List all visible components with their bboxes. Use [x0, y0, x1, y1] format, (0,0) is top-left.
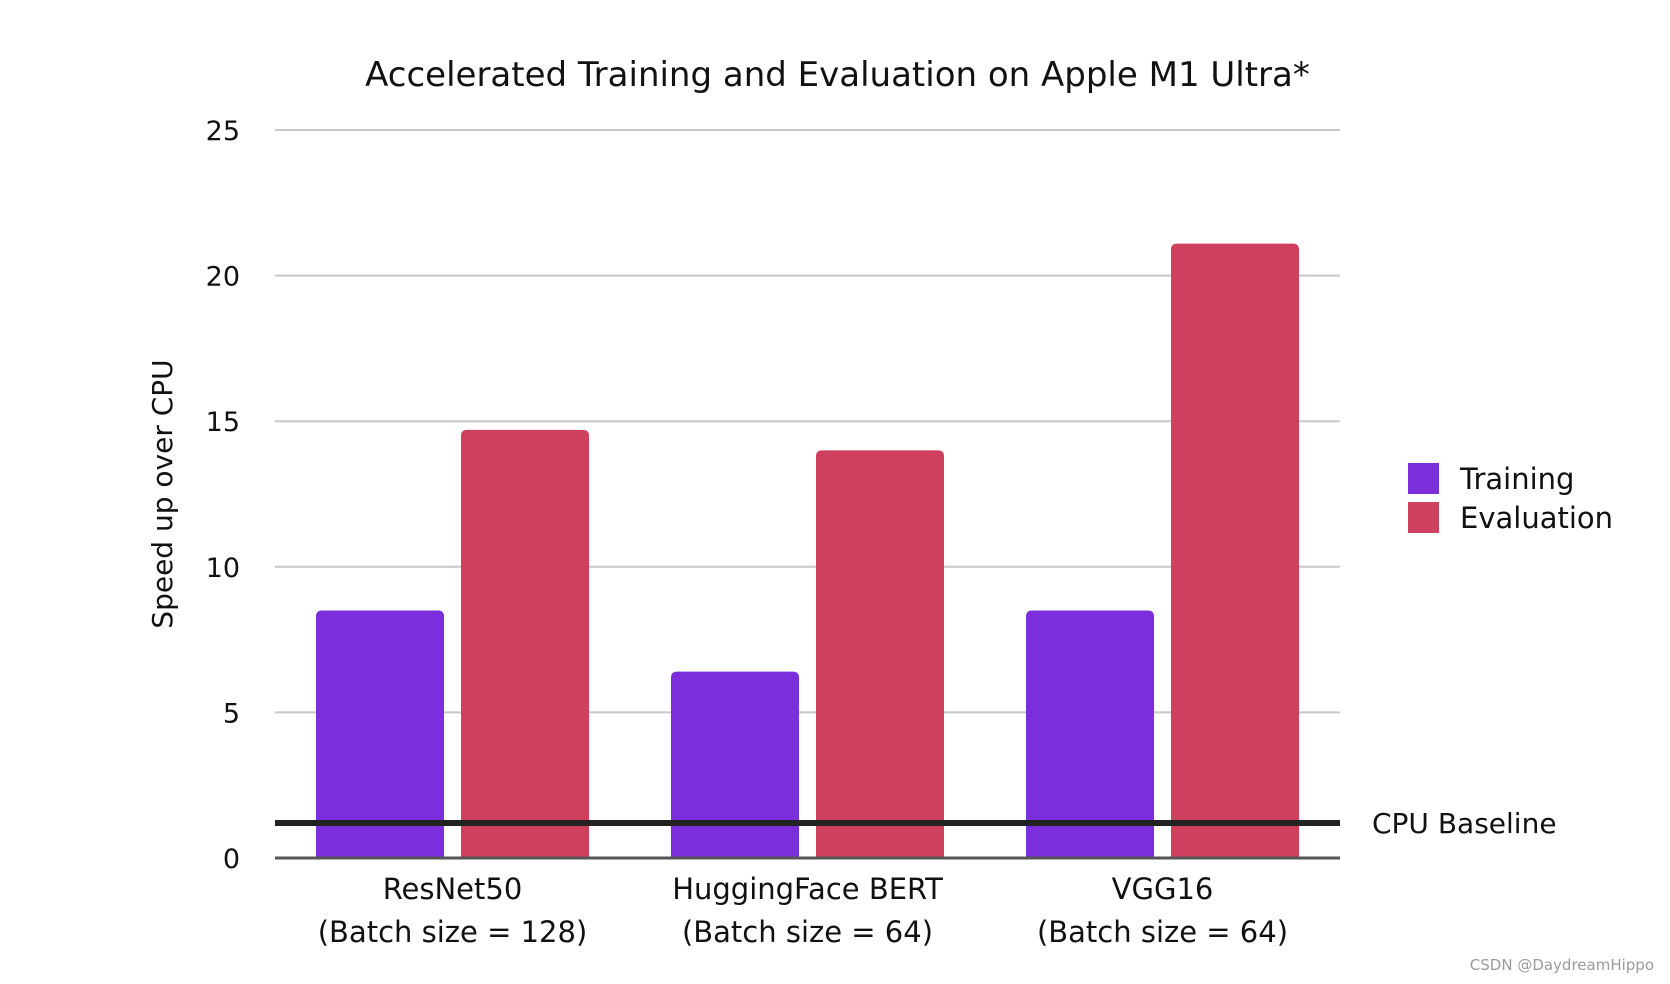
y-axis-label: Speed up over CPU — [146, 359, 179, 628]
chart-title: Accelerated Training and Evaluation on A… — [365, 55, 1310, 95]
y-tick-label-5: 5 — [223, 698, 240, 729]
x-tick-label-2-0: VGG16 — [1112, 872, 1214, 906]
bar-evaluation-1 — [816, 450, 944, 858]
y-tick-label-0: 0 — [223, 844, 240, 875]
axis: 0 5 10 15 20 25 — [206, 116, 1340, 875]
legend-label-evaluation: Evaluation — [1460, 501, 1613, 535]
x-tick-label-1-0: HuggingFace BERT — [672, 872, 943, 906]
bar-training-2 — [1026, 610, 1154, 858]
bar-training-0 — [316, 610, 444, 858]
y-tick-label-10: 10 — [206, 553, 240, 584]
legend-swatch-training — [1408, 463, 1439, 494]
x-tick-label-0-0: ResNet50 — [383, 872, 523, 906]
y-tick-label-25: 25 — [206, 116, 240, 147]
x-tick-label-0-1: (Batch size = 128) — [318, 915, 588, 949]
gridlines — [275, 129, 1340, 714]
x-tick-label-2-1: (Batch size = 64) — [1037, 915, 1288, 949]
y-tick-label-15: 15 — [206, 407, 240, 438]
labels: Accelerated Training and Evaluation on A… — [146, 55, 1557, 949]
y-tick-label-20: 20 — [206, 262, 240, 293]
legend-swatch-evaluation — [1408, 502, 1439, 533]
cpu-baseline-label: CPU Baseline — [1372, 807, 1557, 840]
bar-evaluation-0 — [461, 429, 589, 858]
bar-training-1 — [671, 671, 799, 858]
watermark: CSDN @DaydreamHippo — [1469, 956, 1654, 974]
bars — [316, 243, 1299, 858]
x-tick-label-1-1: (Batch size = 64) — [682, 915, 933, 949]
legend-label-training: Training — [1459, 462, 1574, 496]
bar-evaluation-2 — [1171, 243, 1299, 858]
legend: Training Evaluation — [1408, 462, 1613, 535]
